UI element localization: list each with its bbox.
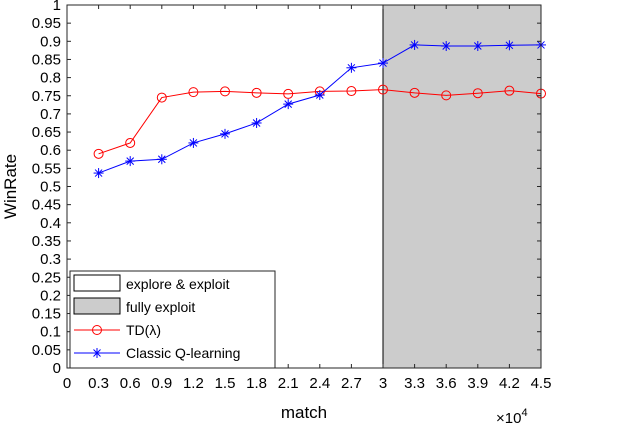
y-axis-label: WinRate — [1, 154, 20, 219]
x-tick-label: 3 — [379, 375, 387, 392]
legend-swatch-fully-exploit — [73, 297, 121, 315]
x-tick-label: 4.5 — [531, 375, 552, 392]
y-tick-label: 0.85 — [32, 51, 61, 68]
y-tick-label: 0.15 — [32, 306, 61, 323]
x-tick-label: 1.5 — [215, 375, 236, 392]
data-point-classic-q-learning — [93, 168, 104, 179]
x-axis-multiplier: ×104 — [496, 407, 528, 427]
legend-label-td-lambda: TD(λ) — [126, 322, 161, 338]
data-point-classic-q-learning — [472, 41, 483, 52]
data-point-td-lambda — [441, 90, 452, 101]
y-tick-label: 0.6 — [40, 142, 61, 159]
x-tick-label: 1.2 — [183, 375, 204, 392]
y-tick-label: 0.4 — [40, 215, 61, 232]
y-tick-label: 0.95 — [32, 15, 61, 32]
x-tick-label: 0 — [63, 375, 71, 392]
data-point-classic-q-learning — [251, 117, 262, 128]
legend: explore & exploit fully exploit TD(λ) Cl… — [69, 270, 276, 369]
data-point-classic-q-learning — [409, 39, 420, 50]
y-tick-label: 0.05 — [32, 342, 61, 359]
y-tick-label: 1 — [53, 0, 61, 14]
legend-item-fully-exploit: fully exploit — [73, 297, 195, 315]
x-axis-multiplier-base: ×10 — [496, 410, 521, 427]
y-tick-label: 0.9 — [40, 33, 61, 50]
x-tick-label: 0.3 — [88, 375, 109, 392]
data-point-td-lambda — [251, 87, 262, 98]
y-tick-label: 0.35 — [32, 233, 61, 250]
x-tick-label: 0.6 — [120, 375, 141, 392]
series-classic-q-learning — [93, 39, 546, 179]
legend-item-classic-q-learning: Classic Q-learning — [74, 345, 240, 361]
data-point-td-lambda — [409, 87, 420, 98]
x-tick-label: 3.6 — [436, 375, 457, 392]
series-layer — [93, 39, 546, 179]
data-point-classic-q-learning — [220, 128, 230, 139]
legend-label-classic-q-learning: Classic Q-learning — [126, 345, 240, 361]
x-tick-label: 1.8 — [246, 375, 267, 392]
x-tick-label: 2.7 — [341, 375, 362, 392]
data-point-classic-q-learning — [283, 99, 294, 110]
data-point-td-lambda — [188, 87, 199, 98]
y-tick-label: 0.3 — [40, 251, 61, 268]
data-point-td-lambda — [220, 86, 230, 97]
x-tick-label: 2.1 — [278, 375, 299, 392]
legend-marker-td-lambda — [92, 325, 102, 335]
x-axis-multiplier-exponent: 4 — [521, 407, 527, 419]
y-tick-label: 0.75 — [32, 88, 61, 105]
data-point-classic-q-learning — [188, 137, 199, 148]
region-fully-exploit — [383, 5, 541, 368]
data-point-td-lambda — [125, 137, 136, 148]
data-point-classic-q-learning — [125, 156, 136, 167]
data-point-td-lambda — [378, 84, 388, 95]
y-tick-label: 0.5 — [40, 179, 61, 196]
data-point-classic-q-learning — [156, 154, 167, 165]
series-td-lambda — [93, 84, 546, 159]
data-point-td-lambda — [504, 85, 515, 96]
data-point-classic-q-learning — [346, 62, 357, 73]
x-tick-label: 0.9 — [151, 375, 172, 392]
legend-item-td-lambda: TD(λ) — [74, 322, 161, 338]
y-tick-label: 0.25 — [32, 269, 61, 286]
x-tick-label: 3.9 — [467, 375, 488, 392]
y-tick-label: 0.45 — [32, 197, 61, 214]
y-tick-label: 0.55 — [32, 160, 61, 177]
x-tick-label: 2.4 — [309, 375, 330, 392]
data-point-classic-q-learning — [378, 58, 388, 69]
data-point-td-lambda — [156, 92, 167, 103]
legend-swatch-explore — [73, 274, 121, 292]
legend-item-explore: explore & exploit — [73, 274, 230, 292]
x-axis-label: match — [281, 403, 327, 422]
data-point-classic-q-learning — [441, 41, 452, 52]
y-tick-label: 0 — [53, 360, 61, 377]
legend-label-fully-exploit: fully exploit — [126, 299, 195, 315]
y-tick-label: 0.65 — [32, 124, 61, 141]
data-point-classic-q-learning — [504, 40, 515, 51]
legend-label-explore: explore & exploit — [126, 276, 230, 292]
y-tick-label: 0.7 — [40, 106, 61, 123]
y-tick-label: 0.8 — [40, 70, 61, 87]
y-tick-label: 0.2 — [40, 287, 61, 304]
data-point-td-lambda — [346, 86, 357, 97]
x-tick-label: 3.3 — [404, 375, 425, 392]
data-point-td-lambda — [472, 88, 483, 99]
data-point-td-lambda — [93, 148, 104, 159]
y-tick-label: 0.1 — [40, 324, 61, 341]
data-point-td-lambda — [283, 88, 294, 99]
legend-marker-classic-q-learning — [92, 348, 102, 358]
data-point-classic-q-learning — [314, 90, 325, 101]
x-tick-label: 4.2 — [499, 375, 520, 392]
